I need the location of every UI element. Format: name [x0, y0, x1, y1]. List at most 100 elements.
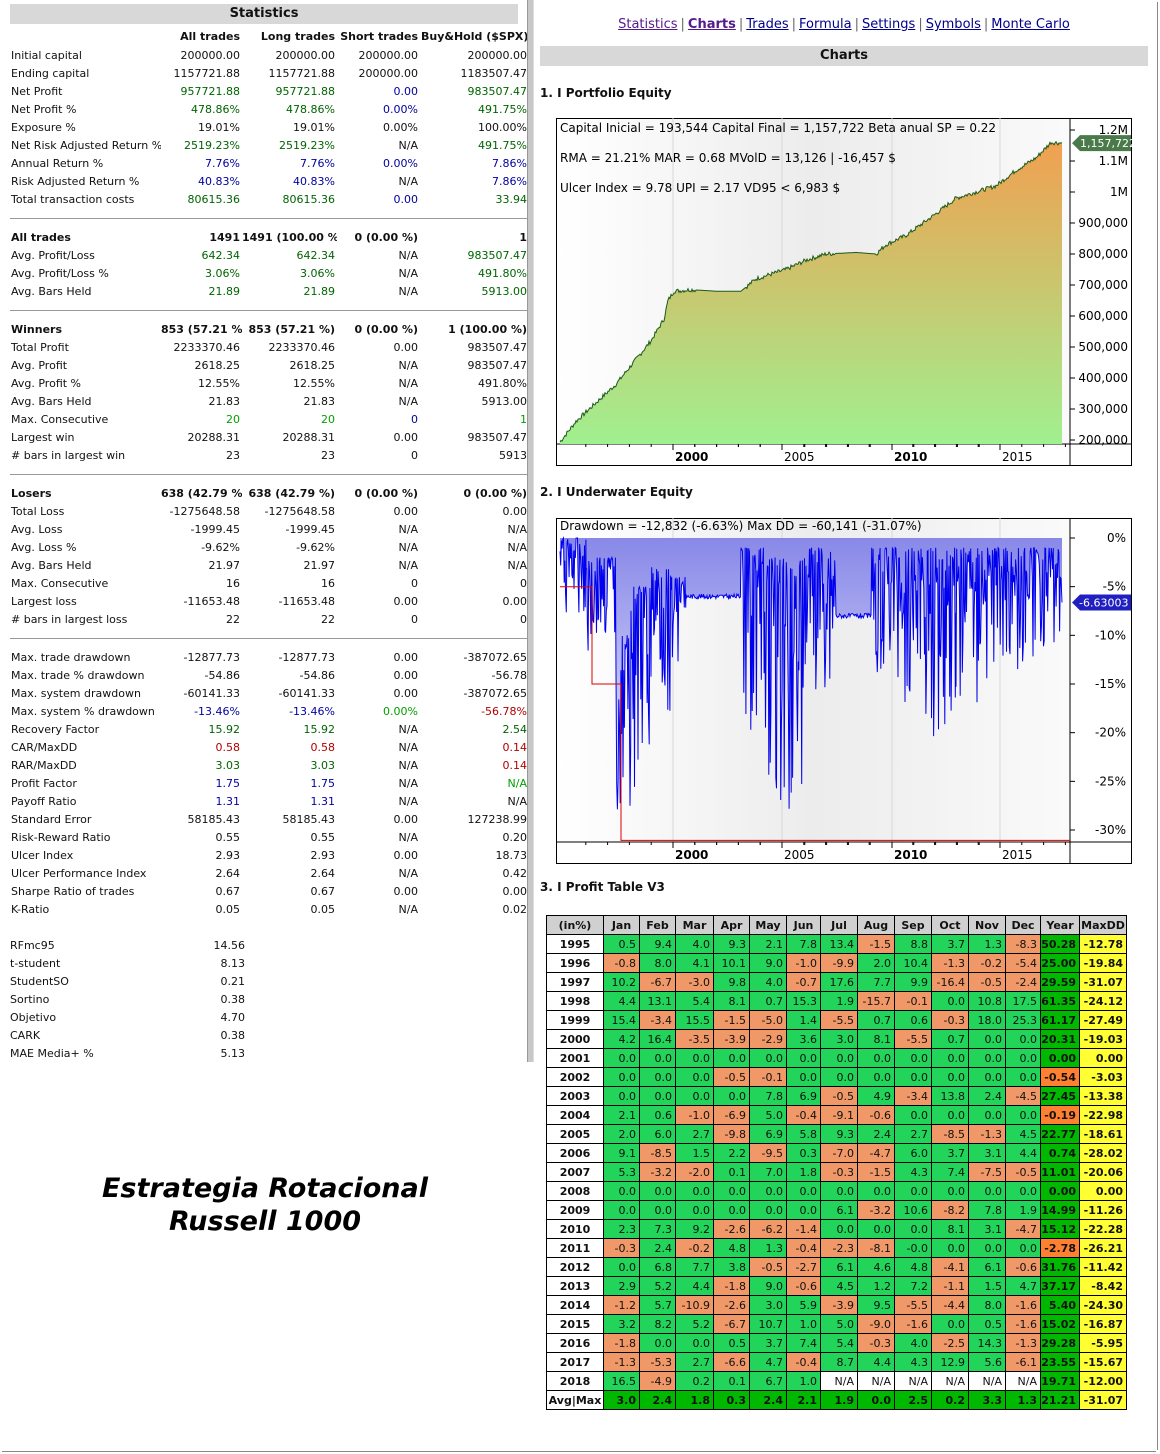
profit-month-cell: 17.6 — [820, 972, 858, 992]
profit-year: 2008 — [546, 1181, 604, 1201]
stat-value: 21.89 — [208, 284, 241, 298]
stat-row: Avg. Bars Held 21.83 21.83 N/A 5913.00 — [10, 392, 529, 410]
stat-row: Net Risk Adjusted Return % 2519.23% 2519.2… — [10, 136, 529, 154]
nav-link-monte-carlo[interactable]: Monte Carlo — [991, 17, 1070, 32]
underwater-equity-svg: 0% -5% -10% -15% -20% -25% -30% 2000 2005 2010 201… — [556, 518, 1132, 864]
stat-value: 0 (0.00 %) — [354, 486, 418, 500]
stat-value: N/A — [507, 776, 527, 790]
stat-row: Avg. Profit/Loss % 3.06% 3.06% N/A 491.80% — [10, 264, 529, 282]
stat-value: 2618.25 — [194, 358, 241, 372]
profit-month-cell: -0.5 — [968, 972, 1006, 992]
stat-value: -12877.73 — [183, 650, 240, 664]
nav-link-settings[interactable]: Settings — [861, 17, 916, 32]
stat-label: Avg. Profit % — [11, 376, 82, 390]
profit-month-cell: 4.1 — [675, 953, 714, 973]
profit-month-cell: 0.7 — [931, 1029, 969, 1049]
stat-label: Ulcer Performance Index — [11, 866, 147, 880]
stat-value: 638 (42.79 %) — [248, 486, 336, 500]
stat-value: 0 — [520, 576, 527, 590]
stat-value: 491.75% — [478, 138, 527, 152]
nav-link-formula[interactable]: Formula — [799, 17, 852, 32]
stat-value: 0.02 — [502, 902, 528, 916]
profit-month-cell: 0.0 — [639, 1048, 676, 1068]
profit-month-cell: 0.0 — [675, 1048, 714, 1068]
nav-link-trades[interactable]: Trades — [746, 17, 789, 32]
statistics-pane: Statistics All trades Long trades Short … — [0, 0, 529, 1237]
profit-month-cell: 10.8 — [968, 991, 1006, 1011]
profit-month-cell: 10.6 — [894, 1200, 932, 1220]
last-value-marker: -6.63003 — [1072, 594, 1131, 611]
y-tick-label: 0% — [1107, 531, 1126, 545]
profit-maxdd: 0.00 — [1079, 1181, 1127, 1201]
profit-month-cell: 6.8 — [639, 1257, 676, 1277]
profit-month-cell: 2.0 — [603, 1124, 640, 1144]
stat-value: 957721.88 — [275, 84, 336, 98]
nav-link-symbols[interactable]: Symbols — [925, 17, 981, 32]
y-tick-label: 1M — [1110, 185, 1128, 199]
y-tick-label: 1.1M — [1099, 154, 1128, 168]
profit-month-cell: -0.3 — [820, 1162, 858, 1182]
stat-value: 22 — [321, 612, 335, 626]
profit-month-cell: -1.0 — [786, 953, 821, 973]
profit-month-cell: 0.0 — [894, 1181, 932, 1201]
profit-avg-cell: 1.3 — [1005, 1390, 1041, 1410]
stat-value: N/A — [507, 540, 527, 554]
profit-header-cell: Year — [1040, 915, 1080, 935]
stat-row: Largest loss -11653.48 -11653.48 0.00 0.00 — [10, 592, 529, 610]
x-tick-label: 2015 — [1002, 450, 1033, 464]
profit-year: 2010 — [546, 1219, 604, 1239]
profit-maxdd: -31.07 — [1079, 972, 1127, 992]
profit-maxdd: -26.21 — [1079, 1238, 1127, 1258]
stat-row: Max. trade drawdown -12877.73 -12877.73 0.0… — [10, 648, 529, 666]
profit-month-cell: 1.5 — [675, 1143, 714, 1163]
profit-month-cell: 2.1 — [603, 1105, 640, 1125]
profit-month-cell: 0.0 — [1005, 1238, 1041, 1258]
profit-month-cell: -3.4 — [894, 1086, 932, 1106]
profit-month-cell: 10.7 — [749, 1314, 787, 1334]
nav-link-statistics[interactable]: Statistics — [618, 17, 678, 32]
profit-year: 2002 — [546, 1067, 604, 1087]
profit-month-cell: 16.4 — [639, 1029, 676, 1049]
profit-month-cell: 9.9 — [894, 972, 932, 992]
stat-value: 478.86% — [191, 102, 240, 116]
extra-label: StudentSO — [10, 974, 69, 988]
profit-month-cell: 0.0 — [820, 1067, 858, 1087]
stat-value: 0.67 — [215, 884, 241, 898]
stat-label: Max. trade % drawdown — [11, 668, 145, 682]
profit-month-cell: 0.0 — [786, 1067, 821, 1087]
profit-month-cell: 0.6 — [894, 1010, 932, 1030]
stat-label: Winners — [11, 322, 62, 336]
profit-month-cell: 0.0 — [603, 1086, 640, 1106]
profit-month-cell: -5.0 — [749, 1010, 787, 1030]
stat-value: 1.75 — [215, 776, 241, 790]
stat-value: 3.03 — [215, 758, 241, 772]
profit-month-cell: -6.7 — [639, 972, 676, 992]
stat-value: 2.93 — [215, 848, 241, 862]
stat-value: 200000.00 — [275, 48, 336, 62]
nav-link-charts[interactable]: Charts — [687, 17, 736, 32]
stat-value: -56.78% — [481, 704, 527, 718]
profit-month-cell: -8.5 — [931, 1124, 969, 1144]
profit-month-cell: 13.4 — [820, 934, 858, 954]
profit-month-cell: 0.0 — [857, 1048, 895, 1068]
profit-month-cell: -1.2 — [603, 1295, 640, 1315]
profit-year: 2016 — [546, 1333, 604, 1353]
stat-value: 21.97 — [208, 558, 241, 572]
profit-month-cell: -1.3 — [968, 1124, 1006, 1144]
profit-month-cell: -0.5 — [820, 1086, 858, 1106]
profit-row: 1995 0.5 9.4 4.0 9.3 2.1 7.8 13.4 -1.5 8.8 3.7 1.3-… — [546, 934, 1127, 954]
extra-label: Objetivo — [10, 1010, 57, 1024]
y-tick-label: -5% — [1103, 580, 1126, 594]
drawdown-line — [559, 536, 1063, 810]
pane-splitter[interactable] — [527, 0, 534, 1062]
profit-month-cell: 0.2 — [675, 1371, 714, 1391]
stat-label: Losers — [11, 486, 52, 500]
profit-month-cell: -6.1 — [1005, 1352, 1041, 1372]
extra-row: StudentSO 0.21 — [10, 972, 245, 990]
stat-value: 0.42 — [502, 866, 528, 880]
profit-year: 2005 — [546, 1124, 604, 1144]
profit-header-cell: Mar — [675, 915, 714, 935]
stat-value: 33.94 — [495, 192, 528, 206]
profit-month-cell: 9.0 — [749, 1276, 787, 1296]
profit-month-cell: 2.2 — [713, 1143, 750, 1163]
